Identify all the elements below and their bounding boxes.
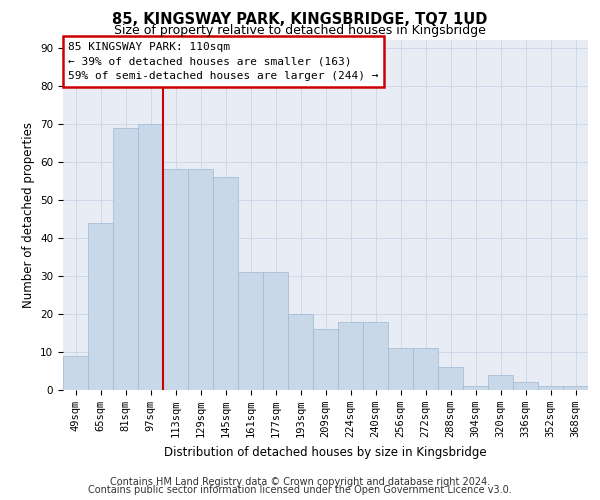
Bar	[538, 386, 563, 390]
Y-axis label: Number of detached properties: Number of detached properties	[22, 122, 35, 308]
Bar	[138, 124, 163, 390]
Bar	[513, 382, 538, 390]
Bar	[88, 222, 113, 390]
Bar	[363, 322, 388, 390]
Bar	[413, 348, 438, 390]
Bar	[238, 272, 263, 390]
Text: Size of property relative to detached houses in Kingsbridge: Size of property relative to detached ho…	[114, 24, 486, 37]
Bar	[463, 386, 488, 390]
Bar	[163, 170, 188, 390]
Text: 85, KINGSWAY PARK, KINGSBRIDGE, TQ7 1UD: 85, KINGSWAY PARK, KINGSBRIDGE, TQ7 1UD	[112, 12, 488, 28]
Bar	[63, 356, 88, 390]
Text: 85 KINGSWAY PARK: 110sqm
← 39% of detached houses are smaller (163)
59% of semi-: 85 KINGSWAY PARK: 110sqm ← 39% of detach…	[68, 42, 379, 82]
Bar	[438, 367, 463, 390]
Bar	[113, 128, 138, 390]
Bar	[288, 314, 313, 390]
Bar	[313, 329, 338, 390]
Bar	[338, 322, 363, 390]
Bar	[388, 348, 413, 390]
Bar	[488, 375, 513, 390]
X-axis label: Distribution of detached houses by size in Kingsbridge: Distribution of detached houses by size …	[164, 446, 487, 458]
Text: Contains HM Land Registry data © Crown copyright and database right 2024.: Contains HM Land Registry data © Crown c…	[110, 477, 490, 487]
Text: Contains public sector information licensed under the Open Government Licence v3: Contains public sector information licen…	[88, 485, 512, 495]
Bar	[213, 177, 238, 390]
Bar	[563, 386, 588, 390]
Bar	[263, 272, 288, 390]
Bar	[188, 170, 213, 390]
